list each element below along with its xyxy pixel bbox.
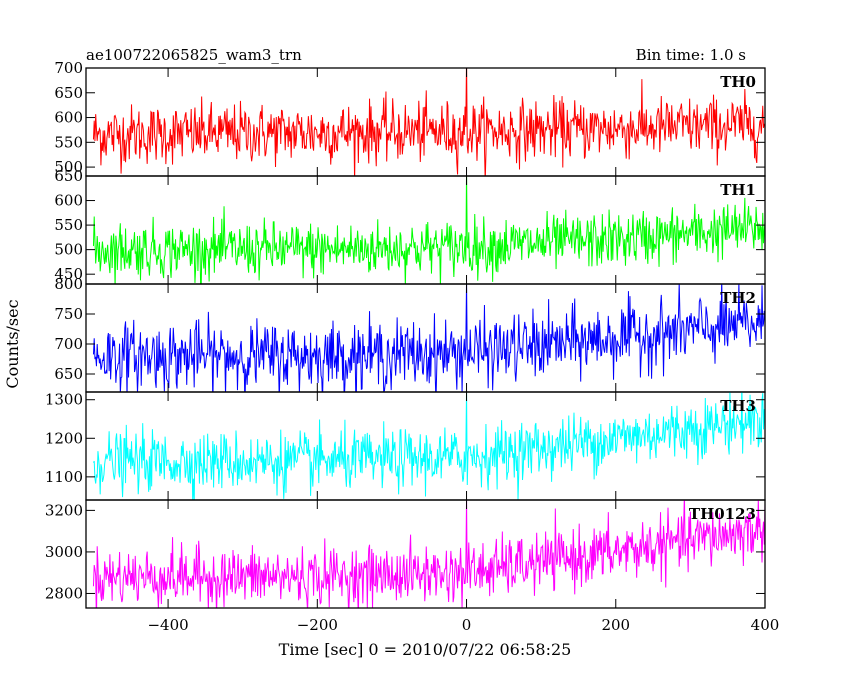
y-tick-label: 3000	[45, 543, 83, 561]
y-tick-label: 700	[54, 335, 83, 353]
series-line-th3	[93, 392, 765, 500]
panel-frame	[85, 175, 766, 285]
x-tick-label: 0	[462, 616, 472, 634]
y-tick-label: 1200	[45, 429, 83, 447]
x-tick-label: −200	[297, 616, 338, 634]
panel-th0: 500 550 600 650 700 TH0	[54, 59, 766, 177]
y-tick-label: 500	[54, 158, 83, 176]
y-tick-label: 550	[54, 216, 83, 234]
x-axis: −400 −200 0 200 400	[147, 616, 779, 634]
y-tick-label: 650	[54, 365, 83, 383]
panel-name-label: TH3	[720, 397, 756, 415]
chart-title: ae100722065825_wam3_trn	[86, 46, 302, 64]
y-tick-label: 650	[54, 84, 83, 102]
series-line-th0123	[92, 500, 765, 608]
series-line-th1	[92, 176, 765, 284]
y-tick-label: 600	[54, 109, 83, 127]
panels-group: 500 550 600 650 700 TH0 450 500 550 600 650 TH1 650 7…	[45, 59, 766, 609]
y-tick-label: 550	[54, 133, 83, 151]
panel-name-label: TH0	[720, 73, 756, 91]
y-tick-label: 1300	[45, 391, 83, 409]
y-tick-label: 2800	[45, 584, 83, 602]
x-tick-label: 200	[601, 616, 630, 634]
y-tick-label: 700	[54, 59, 83, 77]
y-tick-label: 650	[54, 167, 83, 185]
panel-name-label: TH2	[720, 289, 756, 307]
y-tick-label: 3200	[45, 501, 83, 519]
panel-frame	[85, 499, 766, 609]
y-tick-label: 450	[54, 265, 83, 283]
panel-th2: 650 700 750 800 TH2	[54, 275, 766, 393]
y-tick-label: 1100	[45, 468, 83, 486]
y-tick-label: 800	[54, 275, 83, 293]
bin-time-label: Bin time: 1.0 s	[636, 46, 746, 64]
y-tick-label: 750	[54, 305, 83, 323]
panel-name-label: TH1	[720, 181, 756, 199]
series-line-th0	[92, 68, 765, 176]
y-tick-label: 500	[54, 241, 83, 259]
x-axis-label: Time [sec] 0 = 2010/07/22 06:58:25	[279, 640, 572, 659]
y-axis-label: Counts/sec	[3, 299, 22, 388]
x-tick-label: −400	[147, 616, 188, 634]
panel-th3: 1100 1200 1300 TH3	[45, 391, 766, 501]
panel-name-label: TH0123	[689, 505, 756, 523]
series-line-th2	[92, 284, 765, 392]
x-tick-label: 400	[751, 616, 780, 634]
y-tick-label: 600	[54, 192, 83, 210]
panel-th0123: 2800 3000 3200 TH0123	[45, 499, 766, 609]
